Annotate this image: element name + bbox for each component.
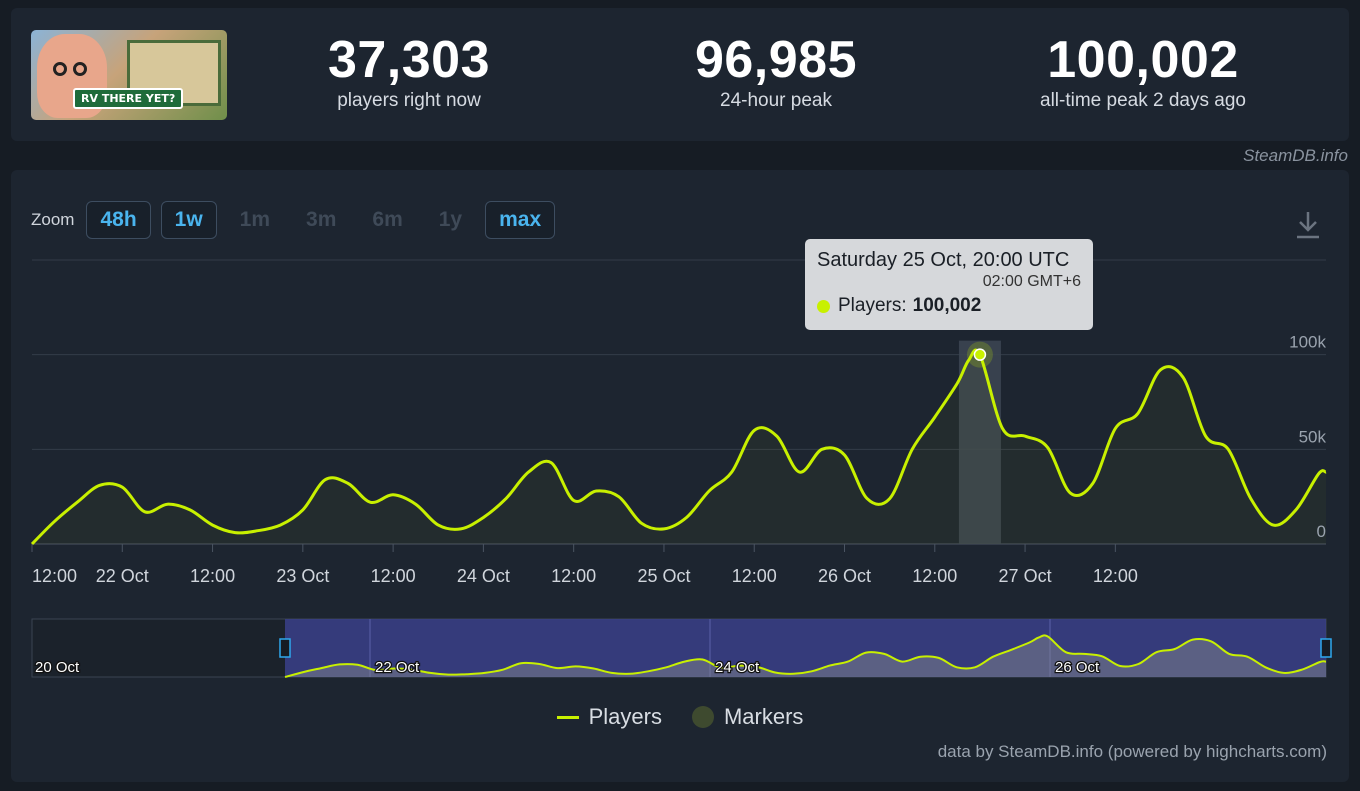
x-tick-label: 12:00 (551, 566, 596, 586)
zoom-1m-button[interactable]: 1m (239, 208, 271, 231)
players-line (30, 348, 1327, 546)
legend: Players Markers (11, 704, 1349, 730)
players-area (32, 349, 1326, 544)
tooltip-series-label: Players: (838, 295, 907, 316)
highlight-band (958, 340, 1001, 544)
navigator-line (284, 634, 1327, 678)
navigator-date-label: 24 Oct (715, 659, 760, 676)
x-tick-label: 24 Oct (457, 566, 510, 586)
tooltip-series-row: Players: 100,002 (817, 295, 1081, 317)
current-players-value: 37,303 (327, 31, 491, 89)
y-tick-label: 50k (1299, 427, 1327, 446)
all-time-peak-value: 100,002 (1047, 31, 1239, 89)
zoom-1y-button[interactable]: 1y (438, 208, 463, 231)
peak-24h-value: 96,985 (694, 31, 858, 89)
y-tick-label: 0 (1317, 522, 1326, 541)
x-tick-label: 26 Oct (818, 566, 871, 586)
legend-players[interactable]: Players (556, 704, 662, 730)
legend-markers[interactable]: Markers (691, 704, 804, 730)
all-time-peak-label: all-time peak 2 days ago (1040, 90, 1246, 111)
zoom-48h-button[interactable]: 48h (86, 201, 151, 239)
stat-all-time-peak: 100,002 all-time peak 2 days ago (978, 32, 1308, 112)
navigator-date-label: 26 Oct (1055, 659, 1100, 676)
stats-panel: RV THERE YET? 37,303 players right now 9… (11, 8, 1349, 141)
zoom-3m-button[interactable]: 3m (306, 208, 337, 231)
stat-current: 37,303 players right now (244, 32, 574, 112)
hover-point (973, 348, 987, 361)
x-tick-label: 23 Oct (276, 566, 329, 586)
thumbnail-sign: RV THERE YET? (73, 88, 184, 109)
zoom-bar: Zoom 48h 1w 1m 3m 6m 1y max (31, 200, 565, 240)
navigator-date-label: 20 Oct (35, 659, 80, 676)
navigator-area (285, 635, 1326, 677)
x-tick-label: 12:00 (190, 566, 235, 586)
legend-players-line (556, 715, 579, 719)
tooltip-date: Saturday 25 Oct, 20:00 UTC (817, 249, 1070, 271)
x-tick-label: 22 Oct (96, 566, 149, 586)
x-tick-label: 12:00 (732, 566, 777, 586)
x-tick-label: 12:00 (912, 566, 957, 586)
navigator-date-label: 22 Oct (375, 659, 420, 676)
x-tick-label: 27 Oct (999, 566, 1052, 586)
tooltip-local-time: 02:00 GMT+6 (982, 273, 1081, 290)
x-tick-label: 25 Oct (637, 566, 690, 586)
legend-markers-label: Markers (723, 704, 804, 729)
player-chart[interactable]: 0 50k 100k 12:00 22 Oct 12:00 23 Oct 12:00 24 O… (11, 170, 1349, 690)
game-thumbnail[interactable]: RV THERE YET? (31, 30, 227, 120)
stat-24h-peak: 96,985 24-hour peak (611, 32, 941, 112)
x-tick-label: 12:00 (371, 566, 416, 586)
credits-link[interactable]: data by SteamDB.info (powered by highcha… (937, 742, 1327, 761)
x-tick-label: 12:00 (32, 566, 77, 586)
navigator-handle[interactable] (279, 638, 291, 658)
peak-24h-label: 24-hour peak (720, 90, 832, 111)
zoom-6m-button[interactable]: 6m (372, 208, 403, 231)
navigator-selection (285, 619, 1326, 677)
tooltip-value: 100,002 (912, 295, 982, 316)
zoom-1w-button[interactable]: 1w (160, 201, 217, 239)
brand-watermark[interactable]: SteamDB.info (1243, 146, 1348, 165)
zoom-label: Zoom (31, 210, 75, 229)
legend-players-label: Players (588, 704, 662, 729)
x-tick-label: 12:00 (1093, 566, 1138, 586)
y-tick-label: 100k (1289, 333, 1326, 352)
navigator: 20 Oct 22 Oct 24 Oct 26 Oct (31, 618, 1332, 678)
zoom-max-button[interactable]: max (485, 201, 556, 239)
legend-markers-dot (691, 706, 714, 728)
current-players-label: players right now (337, 90, 481, 111)
tooltip: Saturday 25 Oct, 20:00 UTC 02:00 GMT+6 P… (805, 239, 1093, 330)
tooltip-series-dot (817, 299, 830, 313)
download-icon[interactable] (1295, 210, 1321, 240)
chart-panel: Zoom 48h 1w 1m 3m 6m 1y max 0 50k 100k 12:… (11, 170, 1349, 782)
navigator-handle[interactable] (1320, 638, 1332, 658)
